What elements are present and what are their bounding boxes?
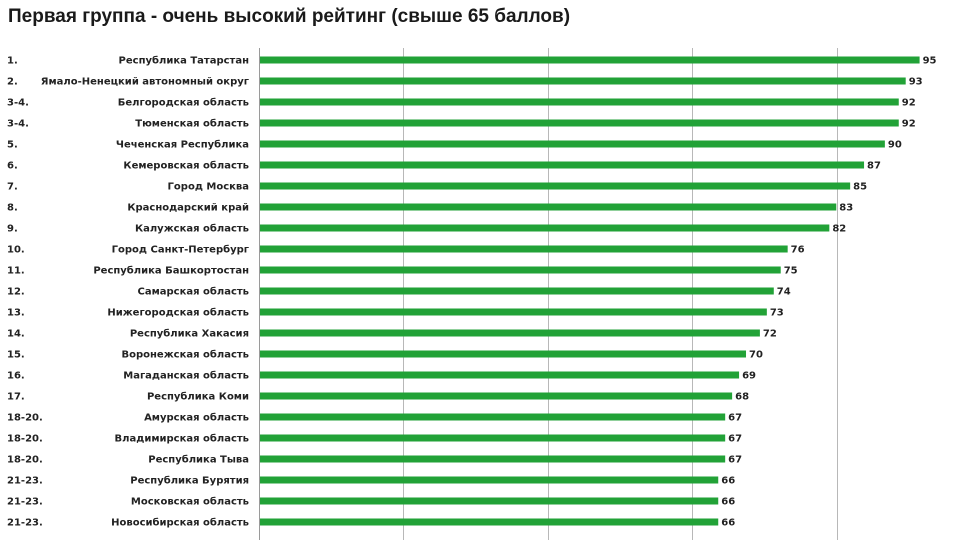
data-label: 83 [839, 203, 853, 214]
data-label: 82 [832, 224, 846, 235]
rank-label: 5. [7, 140, 18, 151]
bar [260, 77, 906, 85]
data-label: 67 [728, 434, 742, 445]
data-label: 75 [784, 266, 798, 277]
data-label: 68 [735, 392, 749, 403]
bar [260, 161, 865, 169]
bar [260, 119, 899, 127]
category-label: Тюменская область [135, 118, 249, 130]
bar [260, 98, 899, 106]
bar [260, 203, 837, 211]
bar [260, 455, 726, 463]
data-label: 95 [923, 56, 937, 67]
category-label: Магаданская область [123, 370, 249, 382]
category-label: Чеченская Республика [116, 139, 249, 151]
category-label: Республика Башкортостан [93, 265, 249, 277]
rank-label: 9. [7, 224, 18, 235]
data-label: 66 [721, 518, 735, 529]
category-label: Республика Тыва [148, 454, 249, 466]
category-label: Самарская область [137, 286, 249, 298]
bar [260, 497, 719, 505]
chart-title: Первая группа - очень высокий рейтинг (с… [8, 6, 571, 27]
rank-label: 11. [7, 266, 25, 277]
bar [260, 392, 733, 400]
bar [260, 308, 767, 316]
category-label: Республика Хакасия [130, 328, 249, 340]
bar [260, 224, 830, 232]
category-label: Новосибирская область [111, 517, 249, 529]
rank-label: 16. [7, 371, 25, 382]
bar [260, 329, 760, 337]
rank-label: 21-23. [7, 518, 43, 529]
category-label: Калужская область [135, 223, 249, 235]
category-label: Ямало-Ненецкий автономный округ [41, 77, 249, 88]
bar [260, 518, 719, 526]
bar [260, 434, 726, 442]
data-label: 90 [888, 140, 902, 151]
data-label: 67 [728, 413, 742, 424]
rank-label: 2. [7, 77, 18, 88]
bar [260, 140, 885, 148]
rank-label: 21-23. [7, 497, 43, 508]
bar [260, 287, 774, 295]
bar [260, 350, 747, 358]
bar [260, 182, 851, 190]
data-label: 92 [902, 98, 916, 109]
data-label: 72 [763, 329, 777, 340]
rank-label: 12. [7, 287, 25, 298]
data-label: 92 [902, 119, 916, 130]
category-label: Владимирская область [115, 433, 249, 445]
rank-label: 17. [7, 392, 25, 403]
bar [260, 413, 726, 421]
rank-label: 18-20. [7, 434, 43, 445]
data-label: 66 [721, 476, 735, 487]
data-label: 73 [770, 308, 784, 319]
data-label: 66 [721, 497, 735, 508]
rank-label: 3-4. [7, 98, 29, 109]
category-label: Республика Коми [147, 391, 249, 403]
category-label: Город Санкт-Петербург [112, 244, 249, 256]
data-label: 70 [749, 350, 763, 361]
labels: 95 1. Республика Татарстан 93 2. Ямало-Ненецк… [7, 55, 937, 529]
rank-label: 10. [7, 245, 25, 256]
category-label: Нижегородская область [107, 307, 249, 319]
category-label: Амурская область [144, 412, 249, 424]
data-label: 87 [867, 161, 881, 172]
bar [260, 266, 781, 274]
rank-label: 8. [7, 203, 18, 214]
category-label: Республика Татарстан [119, 55, 250, 67]
rank-label: 7. [7, 182, 18, 193]
category-label: Кемеровская область [123, 160, 249, 172]
data-label: 74 [777, 287, 791, 298]
bar [260, 56, 920, 64]
category-label: Белгородская область [118, 97, 249, 109]
rank-label: 1. [7, 56, 18, 67]
category-label: Краснодарский край [127, 203, 249, 214]
rank-label: 14. [7, 329, 25, 340]
bars [260, 56, 920, 526]
rank-label: 6. [7, 161, 18, 172]
rank-label: 18-20. [7, 413, 43, 424]
category-label: Воронежская область [122, 349, 250, 361]
bar [260, 476, 719, 484]
rank-label: 21-23. [7, 476, 43, 487]
rank-label: 3-4. [7, 119, 29, 130]
data-label: 85 [853, 182, 867, 193]
rank-label: 18-20. [7, 455, 43, 466]
bar [260, 371, 740, 379]
bar [260, 245, 788, 253]
category-label: Город Москва [168, 182, 249, 193]
data-label: 76 [791, 245, 805, 256]
category-label: Республика Бурятия [130, 475, 249, 487]
rank-label: 15. [7, 350, 25, 361]
rank-label: 13. [7, 308, 25, 319]
category-label: Московская область [131, 496, 249, 508]
data-label: 69 [742, 371, 756, 382]
data-label: 67 [728, 455, 742, 466]
data-label: 93 [909, 77, 923, 88]
